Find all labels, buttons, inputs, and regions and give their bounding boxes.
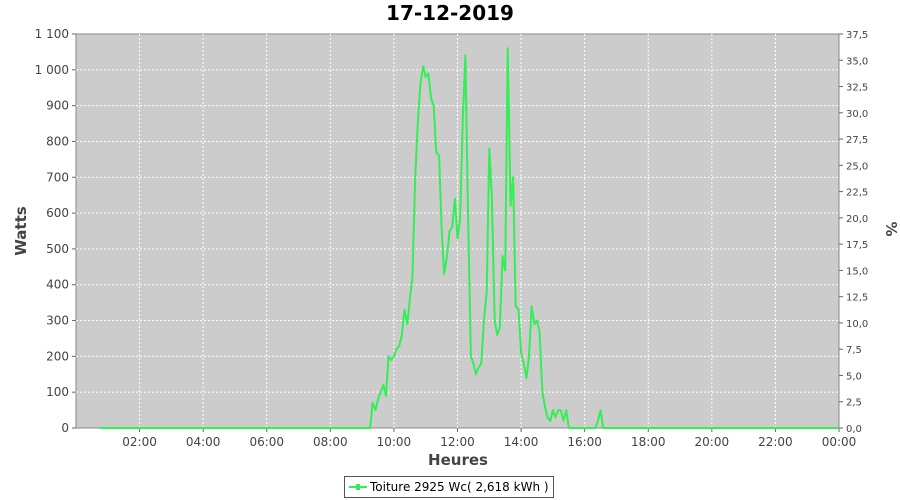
y-tick-label: 900 — [46, 99, 69, 113]
x-tick-label: 00:00 — [822, 435, 857, 449]
x-tick-label: 22:00 — [758, 435, 793, 449]
chart-title: 17-12-2019 — [386, 1, 514, 25]
y-tick-label: 400 — [46, 278, 69, 292]
y2-tick-label: 5,0 — [846, 371, 862, 382]
y2-tick-label: 22,5 — [846, 188, 868, 199]
y-tick-label: 800 — [46, 134, 69, 148]
x-tick-label: 16:00 — [567, 435, 602, 449]
y-tick-label: 300 — [46, 314, 69, 328]
x-axis-ticks: 02:00 04:00 06:00 08:00 10:00 12:00 14:00 16:00… — [122, 428, 856, 449]
y2-tick-label: 32,5 — [846, 83, 868, 94]
y-axis-label: Watts — [12, 206, 30, 255]
y-tick-label: 100 — [46, 385, 69, 399]
x-tick-label: 14:00 — [504, 435, 539, 449]
x-axis-label: Heures — [428, 451, 488, 469]
y-tick-label: 200 — [46, 349, 69, 363]
y2-tick-label: 27,5 — [846, 135, 868, 146]
y-tick-label: 1 100 — [35, 27, 69, 41]
legend-label: Toiture 2925 Wc( 2,618 kWh ) — [370, 480, 549, 494]
x-tick-label: 10:00 — [377, 435, 412, 449]
series — [99, 47, 839, 429]
legend: Toiture 2925 Wc( 2,618 kWh ) — [344, 476, 554, 498]
y2-tick-label: 2,5 — [846, 398, 862, 409]
y2-tick-label: 37,5 — [846, 30, 868, 41]
x-tick-label: 18:00 — [631, 435, 666, 449]
y2-tick-label: 35,0 — [846, 56, 868, 67]
y2-axis-label: % — [882, 221, 900, 236]
y-tick-label: 0 — [61, 421, 69, 435]
x-tick-label: 02:00 — [122, 435, 157, 449]
y2-tick-label: 7,5 — [846, 345, 862, 356]
y2-tick-label: 10,0 — [846, 319, 868, 330]
x-tick-label: 06:00 — [249, 435, 284, 449]
x-tick-label: 12:00 — [440, 435, 475, 449]
y2-tick-label: 0,0 — [846, 424, 862, 435]
x-tick-label: 08:00 — [313, 435, 348, 449]
y-tick-label: 600 — [46, 206, 69, 220]
y2-tick-label: 15,0 — [846, 266, 868, 277]
legend-swatch — [349, 484, 367, 490]
y2-tick-label: 17,5 — [846, 240, 868, 251]
x-tick-label: 04:00 — [186, 435, 221, 449]
y2-tick-label: 25,0 — [846, 161, 868, 172]
grid — [76, 34, 839, 428]
y-tick-label: 1 000 — [35, 63, 69, 77]
y2-axis-ticks: 0,0 2,5 5,0 7,5 10,0 12,5 15,0 17,5 20,0 22,5 25,0… — [839, 30, 868, 435]
y2-tick-label: 12,5 — [846, 293, 868, 304]
y-tick-label: 500 — [46, 242, 69, 256]
y2-tick-label: 20,0 — [846, 214, 868, 225]
y-tick-label: 700 — [46, 170, 69, 184]
y2-tick-label: 30,0 — [846, 109, 868, 120]
y-axis-ticks: 0 100 200 300 400 500 600 700 800 900 1 000 1 100 — [35, 27, 76, 435]
x-tick-label: 20:00 — [695, 435, 730, 449]
series-line — [99, 47, 839, 429]
